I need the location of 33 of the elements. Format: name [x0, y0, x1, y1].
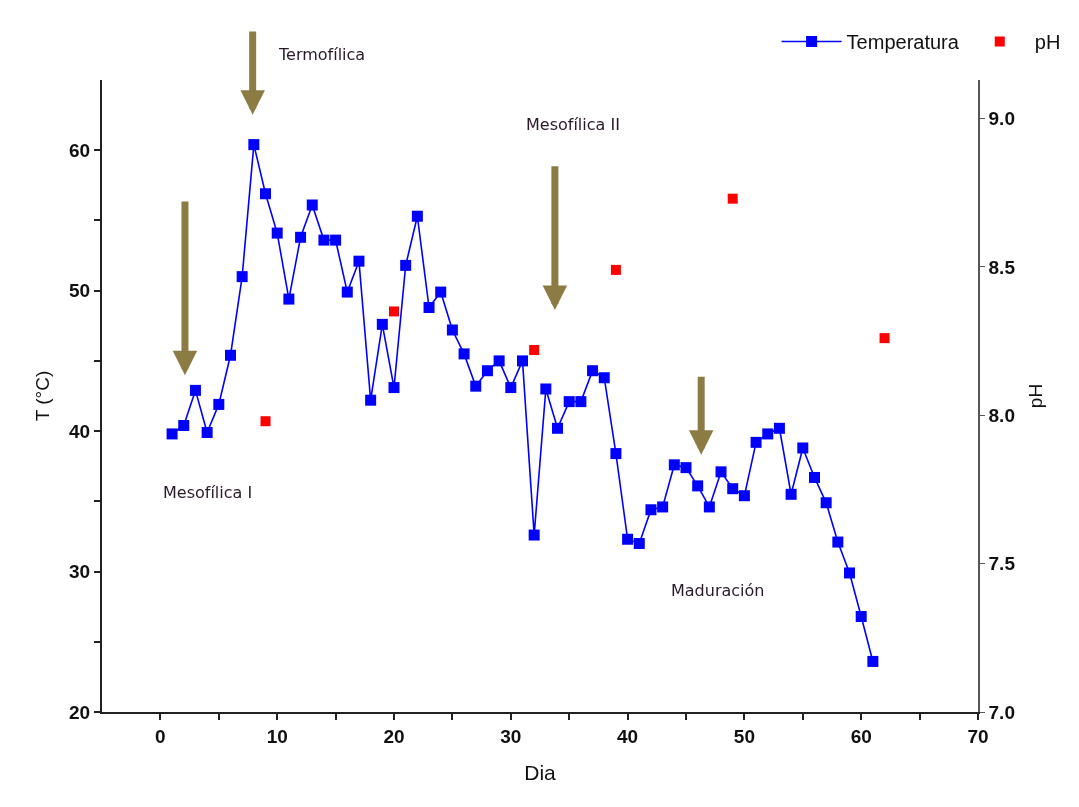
- y2-tick-label: 8.0: [988, 404, 1015, 426]
- y2-tick-label: 7.0: [988, 701, 1015, 723]
- point: [529, 345, 540, 356]
- x-tick-label: 50: [733, 725, 755, 747]
- y-tick-label: 30: [69, 561, 91, 583]
- y2-tick-label: 7.5: [988, 553, 1016, 575]
- x-tick-label: 30: [500, 725, 522, 747]
- point: [727, 193, 738, 204]
- y2-tick-label: 9.0: [988, 108, 1015, 130]
- x-tick-label: 60: [850, 725, 872, 747]
- x-tick-label: 20: [383, 725, 405, 747]
- y-axis-title: T (°C): [32, 370, 54, 422]
- point: [610, 264, 621, 275]
- annotation: Maduración: [671, 581, 765, 600]
- point: [260, 416, 271, 427]
- annotation: Mesofílica I: [163, 483, 253, 502]
- point: [389, 306, 399, 317]
- annotation: Mesofílica II: [526, 115, 620, 134]
- y-tick-label: 40: [69, 420, 91, 442]
- legend-label: pH: [1034, 31, 1061, 54]
- x-axis-title: Dia: [524, 761, 557, 785]
- y-tick-label: 20: [69, 701, 91, 723]
- y2-tick-label: 8.5: [988, 256, 1016, 278]
- legend-label: Temperatura: [846, 31, 960, 54]
- x-tick-label: 0: [155, 725, 166, 747]
- x-tick-label: 40: [617, 725, 639, 747]
- point: [879, 333, 890, 344]
- x-tick-label: 70: [967, 725, 989, 747]
- x-tick-label: 10: [266, 725, 288, 747]
- y-tick-label: 50: [69, 280, 91, 302]
- y-tick-label: 60: [69, 139, 91, 161]
- y2-axis-title: pH: [1024, 383, 1046, 409]
- text: Termofílica: [278, 45, 366, 64]
